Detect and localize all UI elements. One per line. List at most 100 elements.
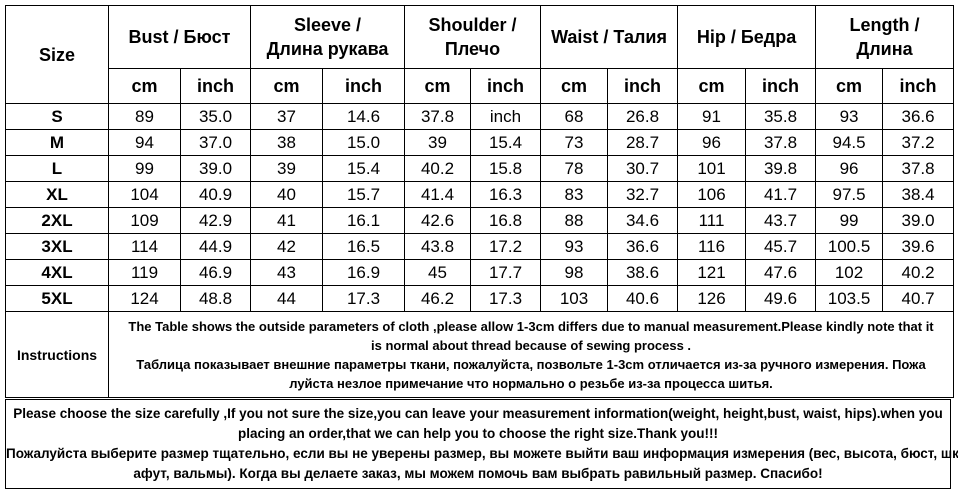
value-cell: 37.0 xyxy=(180,129,251,156)
value-cell: 14.6 xyxy=(322,103,405,130)
value-cell: 30.7 xyxy=(607,155,679,182)
value-cell: 88 xyxy=(540,207,609,234)
table-row: 5XL 124 48.8 44 17.3 46.2 17.3 103 40.6 126 49.6 10… xyxy=(5,285,955,312)
value-cell: 26.8 xyxy=(607,103,679,130)
value-cell: 73 xyxy=(540,129,609,156)
value-cell: 124 xyxy=(108,285,181,312)
header-label: Sleeve / xyxy=(293,15,362,35)
text-line: афут, вальмы). Когда вы делаете заказ, м… xyxy=(133,466,823,481)
value-cell: 116 xyxy=(677,233,747,260)
value-cell: 42.6 xyxy=(404,207,471,234)
size-cell: 3XL xyxy=(5,233,109,260)
value-cell: 114 xyxy=(108,233,181,260)
value-cell: 91 xyxy=(677,103,747,130)
value-cell: 15.0 xyxy=(322,129,405,156)
value-cell: 39.0 xyxy=(180,155,251,182)
unit-cell: inch xyxy=(322,68,405,104)
value-cell: 47.6 xyxy=(745,259,817,286)
table-row: Size Bust / Бюст Sleeve / Длина рукава Shoul… xyxy=(5,5,955,104)
value-cell: 98 xyxy=(540,259,609,286)
value-cell: 83 xyxy=(540,181,609,208)
value-cell: 40.2 xyxy=(882,259,955,286)
unit-cell: cm xyxy=(540,68,609,104)
value-cell: 78 xyxy=(540,155,609,182)
value-cell: 15.4 xyxy=(469,129,542,156)
size-cell: 2XL xyxy=(5,207,109,234)
text-line: Пожалуйста выберите размер тщательно, ес… xyxy=(6,446,958,461)
value-cell: 17.2 xyxy=(469,233,542,260)
value-cell: 94.5 xyxy=(815,129,884,156)
value-cell: 104 xyxy=(108,181,181,208)
value-cell: 103 xyxy=(540,285,609,312)
value-cell: 40.7 xyxy=(882,285,955,312)
value-cell: 103.5 xyxy=(815,285,884,312)
value-cell: 42 xyxy=(250,233,323,260)
size-cell: S xyxy=(5,103,109,130)
value-cell: 39.0 xyxy=(882,207,955,234)
header-label: Waist / Талия xyxy=(551,27,667,47)
table-row: 3XL 114 44.9 42 16.5 43.8 17.2 93 36.6 116 45.7 100… xyxy=(5,233,955,260)
size-cell: 5XL xyxy=(5,285,109,312)
header-cell: Hip / Бедра xyxy=(677,5,817,69)
header-cell: Waist / Талия xyxy=(540,5,679,69)
value-cell: 38.4 xyxy=(882,181,955,208)
text-line: Please choose the size carefully ,If you… xyxy=(13,406,943,421)
value-cell: 48.8 xyxy=(180,285,251,312)
value-cell: 40 xyxy=(250,181,323,208)
value-cell: 37.8 xyxy=(882,155,955,182)
value-cell: 49.6 xyxy=(745,285,817,312)
header-cell: Bust / Бюст xyxy=(108,5,251,69)
value-cell: 40.6 xyxy=(607,285,679,312)
value-cell: 17.3 xyxy=(469,285,542,312)
value-cell: 68 xyxy=(540,103,609,130)
value-cell: 17.3 xyxy=(322,285,405,312)
value-cell: 16.5 xyxy=(322,233,405,260)
value-cell: 16.3 xyxy=(469,181,542,208)
header-label: Плечо xyxy=(444,39,501,59)
text-line: is normal about thread because of sewing… xyxy=(371,337,692,353)
header-cell: Shoulder / Плечо xyxy=(403,5,542,69)
value-cell: 99 xyxy=(815,207,884,234)
instructions-label: Instructions xyxy=(5,311,109,398)
instructions-text: The Table shows the outside parameters o… xyxy=(107,311,955,398)
value-cell: 17.7 xyxy=(469,259,542,286)
unit-cell: inch xyxy=(882,68,955,104)
value-cell: 41 xyxy=(250,207,323,234)
size-cell: XL xyxy=(5,181,109,208)
value-cell: 126 xyxy=(677,285,747,312)
table-row: XL 104 40.9 40 15.7 41.4 16.3 83 32.7 106 41.7 97.5… xyxy=(5,181,955,208)
value-cell: 100.5 xyxy=(815,233,884,260)
table-row: L 99 39.0 39 15.4 40.2 15.8 78 30.7 101 39.8 96 37.8 xyxy=(5,155,955,182)
value-cell: 40.2 xyxy=(404,155,471,182)
value-cell: 38.6 xyxy=(607,259,679,286)
value-cell: 36.6 xyxy=(607,233,679,260)
header-label: Length / xyxy=(849,15,920,35)
value-cell: 44.9 xyxy=(180,233,251,260)
value-cell: 109 xyxy=(108,207,181,234)
header-label: Shoulder / xyxy=(428,15,517,35)
value-cell: 97.5 xyxy=(815,181,884,208)
text-line: Таблица показывает внешние параметры тка… xyxy=(136,356,926,372)
value-cell: 39 xyxy=(404,129,471,156)
unit-cell: inch xyxy=(745,68,817,104)
value-cell: 40.9 xyxy=(180,181,251,208)
value-cell: 15.4 xyxy=(322,155,405,182)
value-cell: 96 xyxy=(677,129,747,156)
value-cell: 39.6 xyxy=(882,233,955,260)
header-cell: Size xyxy=(5,5,109,104)
value-cell: 16.1 xyxy=(322,207,405,234)
value-cell: 43 xyxy=(250,259,323,286)
table-row: 2XL 109 42.9 41 16.1 42.6 16.8 88 34.6 111 43.7 99 3… xyxy=(5,207,955,234)
header-label: Длина xyxy=(856,39,913,59)
unit-cell: cm xyxy=(108,68,181,104)
value-cell: 89 xyxy=(108,103,181,130)
value-cell: 34.6 xyxy=(607,207,679,234)
value-cell: 43.7 xyxy=(745,207,817,234)
value-cell: 99 xyxy=(108,155,181,182)
unit-cell: cm xyxy=(404,68,471,104)
value-cell: 96 xyxy=(815,155,884,182)
value-cell: 35.0 xyxy=(180,103,251,130)
value-cell: 16.9 xyxy=(322,259,405,286)
text-line: placing an order,that we can help you to… xyxy=(237,426,719,441)
